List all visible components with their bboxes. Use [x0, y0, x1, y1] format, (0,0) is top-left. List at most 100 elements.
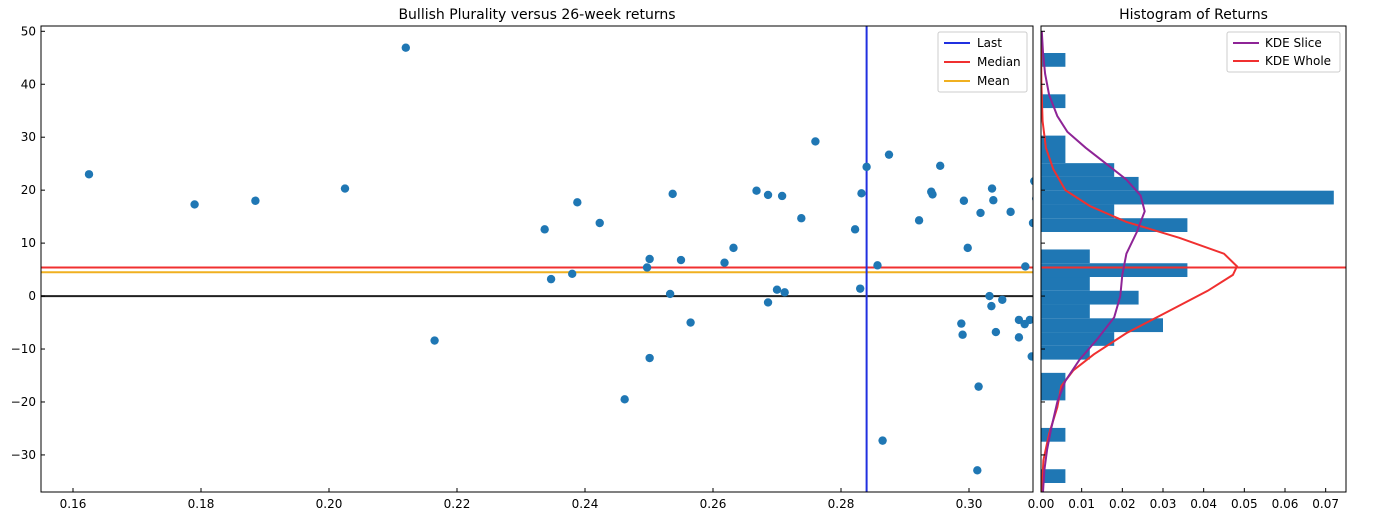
- histogram-frame: [1040, 25, 1347, 493]
- histogram-bar: [1041, 263, 1188, 278]
- histogram-bar: [1041, 345, 1090, 360]
- hist-x-tick-label: 0.01: [1068, 497, 1095, 511]
- scatter-point: [251, 196, 260, 205]
- scatter-point: [573, 198, 582, 207]
- scatter-point: [856, 284, 865, 293]
- scatter-frame: [40, 25, 1034, 493]
- y-tick-label: 50: [21, 24, 36, 38]
- scatter-point: [540, 225, 549, 234]
- y-tick-label: 40: [21, 77, 36, 91]
- histogram-bar: [1041, 304, 1090, 319]
- scatter-point: [772, 285, 782, 294]
- histogram-title: Histogram of Returns: [1119, 7, 1268, 23]
- histogram-bar: [1041, 427, 1066, 442]
- scatter-ticks: 0.16 0.18 0.20 0.22 0.24 0.26 0.28 0.30 −30 −20 −1…: [11, 24, 983, 511]
- histogram-bar: [1041, 163, 1115, 177]
- histogram-legend: KDE Slice KDE Whole: [1226, 31, 1341, 73]
- x-tick-label: 0.24: [572, 497, 599, 511]
- scatter-plot: Bullish Plurality versus 26-week returns…: [11, 7, 1034, 511]
- hist-x-tick-label: 0.06: [1272, 497, 1299, 511]
- histogram-bar: [1041, 318, 1163, 333]
- scatter-point: [84, 170, 94, 179]
- x-tick-label: 0.22: [444, 497, 471, 511]
- scatter-point: [797, 214, 806, 223]
- y-tick-label: 0: [28, 289, 36, 303]
- scatter-point: [957, 319, 966, 328]
- scatter-point: [1030, 177, 1033, 186]
- scatter-point: [665, 289, 675, 299]
- scatter-point: [989, 196, 998, 205]
- scatter-point: [780, 288, 789, 297]
- histogram-bar: [1041, 469, 1066, 483]
- legend-label-kde-whole: KDE Whole: [1265, 54, 1331, 68]
- histogram-bar: [1041, 249, 1090, 264]
- hist-x-tick-label: 0.00: [1028, 497, 1055, 511]
- scatter-point: [777, 191, 787, 201]
- scatter-point: [987, 301, 996, 311]
- histogram-bar: [1041, 277, 1090, 291]
- scatter-point: [720, 258, 729, 267]
- kde-slice-line: [1041, 31, 1146, 492]
- y-tick-label: −20: [11, 395, 36, 409]
- scatter-point: [987, 184, 997, 193]
- histogram-bar: [1041, 218, 1188, 232]
- scatter-point: [884, 150, 894, 159]
- scatter-point: [190, 200, 199, 209]
- scatter-point: [976, 208, 985, 218]
- scatter-point: [729, 243, 738, 253]
- scatter-point: [1028, 218, 1033, 228]
- legend-label-median: Median: [977, 55, 1021, 69]
- scatter-title: Bullish Plurality versus 26-week returns: [398, 7, 675, 23]
- scatter-point: [1014, 333, 1024, 342]
- scatter-point: [763, 190, 773, 200]
- x-tick-label: 0.18: [188, 497, 215, 511]
- scatter-point: [1006, 207, 1015, 217]
- x-tick-label: 0.30: [956, 497, 983, 511]
- scatter-point: [878, 436, 887, 445]
- hist-x-tick-label: 0.03: [1150, 497, 1177, 511]
- scatter-point: [1027, 352, 1033, 361]
- scatter-point: [857, 189, 866, 198]
- scatter-point: [811, 137, 820, 146]
- scatter-point: [998, 295, 1007, 304]
- scatter-legend: Last Median Mean: [937, 31, 1028, 93]
- hist-x-tick-label: 0.04: [1190, 497, 1217, 511]
- histogram-bar: [1041, 176, 1139, 191]
- scatter-point: [974, 382, 983, 391]
- legend-label-last: Last: [977, 36, 1002, 50]
- scatter-point: [973, 466, 982, 475]
- histogram-ticks: 0.00 0.01 0.02 0.03 0.04 0.05 0.06 0.07: [1028, 30, 1339, 511]
- scatter-point: [430, 336, 439, 345]
- histogram-bar: [1041, 190, 1334, 205]
- scatter-point: [645, 353, 654, 363]
- scatter-legend-box: [937, 31, 1028, 93]
- scatter-point: [936, 161, 945, 170]
- x-tick-label: 0.16: [60, 497, 87, 511]
- scatter-point: [991, 327, 1001, 337]
- histogram-bar: [1041, 332, 1115, 346]
- y-tick-label: −10: [11, 342, 36, 356]
- y-tick-label: 30: [21, 130, 36, 144]
- scatter-point: [642, 263, 652, 272]
- scatter-point: [1014, 315, 1024, 325]
- scatter-point: [676, 255, 686, 265]
- scatter-point: [401, 43, 410, 52]
- scatter-point: [595, 218, 604, 228]
- histogram-content: [1041, 31, 1346, 492]
- scatter-point: [340, 184, 350, 193]
- scatter-point: [645, 254, 654, 264]
- x-tick-label: 0.28: [828, 497, 855, 511]
- scatter-point: [568, 269, 577, 279]
- scatter-content: [41, 26, 1033, 492]
- scatter-point: [546, 274, 556, 284]
- histogram-bar: [1041, 290, 1139, 305]
- y-tick-label: −30: [11, 448, 36, 462]
- scatter-point: [1025, 315, 1033, 325]
- scatter-point: [686, 318, 695, 327]
- hist-x-tick-label: 0.05: [1231, 497, 1258, 511]
- y-tick-label: 10: [21, 236, 36, 250]
- legend-label-mean: Mean: [977, 74, 1010, 88]
- scatter-point: [862, 162, 871, 172]
- y-tick-label: 20: [21, 183, 36, 197]
